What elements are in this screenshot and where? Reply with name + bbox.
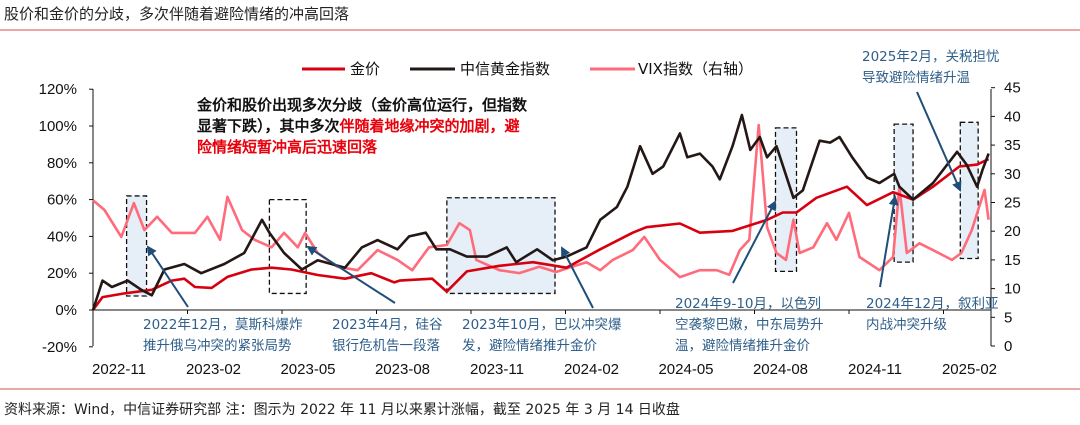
annotation-4-line: 空袭黎巴嫩，中东局势升	[675, 317, 824, 333]
right-tick-label: 30	[1004, 166, 1021, 183]
annotation-4-line: 2024年9-10月，以色列	[675, 295, 821, 312]
annotation-2-line: 2023年4月，硅谷	[332, 317, 443, 333]
right-tick-label: 25	[1004, 195, 1021, 212]
annotation-3-line: 2023年10月，巴以冲突爆	[462, 317, 622, 333]
annotation-3-line: 发，避险情绪推升金价	[462, 338, 597, 354]
annotation-arrow-2	[306, 245, 396, 304]
main-note-line2-black: 显著下跌），其中多次	[197, 117, 340, 135]
right-tick-label: 10	[1004, 281, 1021, 298]
annotation-arrow-5	[879, 195, 899, 288]
annotation-arrow-1	[146, 245, 189, 308]
main-note-line2: 显著下跌），其中多次伴随着地缘冲突的加剧，避	[197, 117, 520, 135]
axes: -20% 0% 20% 40% 60% 80% 100% 120% 0 5 10 15 20 25 30 35…	[39, 80, 1021, 378]
x-tick-label: 2024-05	[658, 361, 713, 378]
annotation-2-line: 银行危机告一段落	[332, 338, 440, 354]
right-tick-label: 5	[1004, 309, 1012, 326]
left-tick-label: 80%	[47, 155, 77, 172]
right-tick-label: 20	[1004, 223, 1021, 240]
main-note-line3: 险情绪短暂冲高后迅速回落	[197, 138, 378, 156]
left-tick-label: 100%	[39, 118, 77, 135]
annotation-6-line: 导致避险情绪升温	[862, 70, 970, 86]
left-tick-label: 60%	[47, 192, 77, 209]
gold-price-line	[91, 157, 990, 311]
annotation-arrow-3	[561, 246, 594, 309]
main-note-line2-red: 伴随着地缘冲突的加剧，避	[339, 117, 520, 135]
annotation-1-line: 2022年12月，莫斯科爆炸	[143, 317, 303, 333]
annotation-5-line: 内战冲突升级	[866, 317, 947, 333]
left-tick-label: 0%	[55, 302, 77, 319]
annotation-4-line: 温，避险情绪推升金价	[675, 338, 810, 354]
legend: 金价 中信黄金指数 VIX指数（右轴）	[302, 60, 753, 78]
series-lines	[91, 113, 990, 311]
main-note: 金价和股价出现多次分歧（金价高位运行，但指数 显著下跌），其中多次伴随着地缘冲突…	[196, 96, 528, 156]
annotation-arrow-4	[732, 200, 776, 284]
x-tick-label: 2024-08	[753, 361, 808, 378]
x-tick-label: 2024-02	[564, 361, 619, 378]
annotation-1-line: 推升俄乌冲突的紧张局势	[143, 338, 292, 354]
left-tick-label: 40%	[47, 228, 77, 245]
legend-label-gold: 金价	[350, 60, 380, 78]
left-tick-label: -20%	[42, 339, 77, 356]
footer-source: 资料来源：Wind，中信证券研究部 注：图示为 2022 年 11 月以来累计涨…	[4, 401, 680, 418]
left-tick-label: 20%	[47, 265, 77, 282]
legend-label-vix: VIX指数（右轴）	[638, 60, 753, 78]
page-title: 股价和金价的分歧，多次伴随着避险情绪的冲高回落	[4, 5, 349, 23]
x-tick-label: 2025-02	[942, 361, 997, 378]
vix-line	[92, 123, 990, 279]
right-tick-label: 45	[1004, 80, 1021, 97]
right-tick-label: 40	[1004, 108, 1021, 125]
highlight-box-3	[446, 197, 556, 295]
annotation-6-line: 2025年2月，关税担忧	[862, 49, 999, 65]
right-tick-label: 15	[1004, 252, 1021, 269]
x-tick-label: 2023-05	[280, 361, 335, 378]
highlight-box-2	[268, 198, 307, 295]
annotation-5-line: 2024年12月，叙利亚	[866, 296, 999, 312]
x-tick-label: 2024-11	[848, 361, 902, 378]
main-note-line1: 金价和股价出现多次分歧（金价高位运行，但指数	[196, 96, 528, 114]
right-tick-label: 0	[1004, 338, 1012, 355]
left-tick-label: 120%	[39, 81, 77, 98]
x-tick-label: 2023-02	[186, 361, 241, 378]
annotation-arrow-6	[916, 91, 962, 192]
x-tick-label: 2023-08	[375, 361, 430, 378]
x-tick-label: 2023-11	[470, 361, 524, 378]
right-tick-label: 35	[1004, 137, 1021, 154]
x-tick-label: 2022-11	[92, 361, 146, 378]
citic-gold-index-line	[91, 113, 990, 311]
legend-label-citic-gold-index: 中信黄金指数	[460, 60, 550, 78]
